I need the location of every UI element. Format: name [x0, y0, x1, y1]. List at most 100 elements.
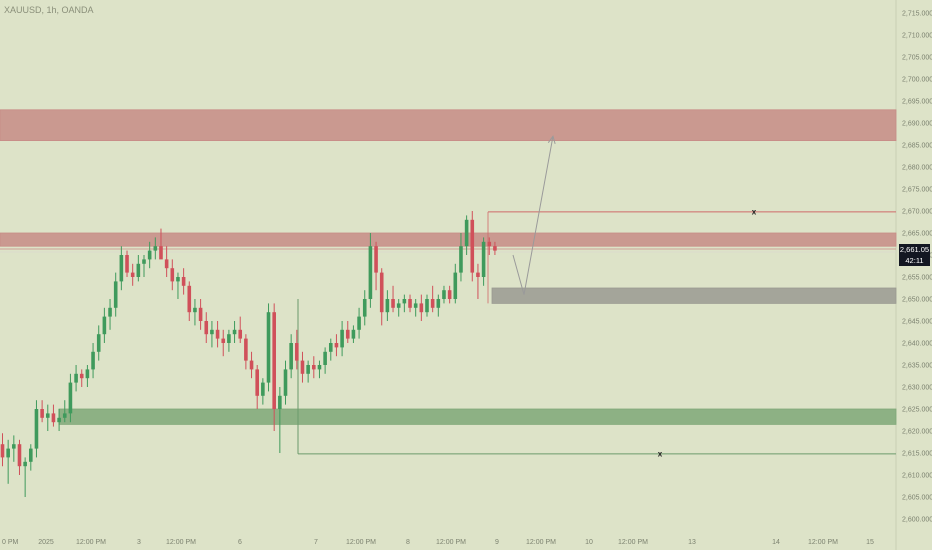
candle-body — [40, 409, 44, 418]
candle-body — [278, 395, 282, 409]
last-price-badge: 2,661.05 42:11 — [899, 244, 930, 266]
candle-body — [312, 365, 316, 370]
candle-body — [119, 255, 124, 282]
x-tick-label: 10 — [585, 539, 593, 546]
candle — [198, 299, 203, 330]
candle — [136, 255, 141, 282]
y-tick-label: 2,630.000 — [902, 385, 932, 392]
candle-body — [476, 272, 480, 277]
candle-body — [391, 299, 395, 308]
candle — [45, 404, 50, 431]
candle-body — [396, 303, 401, 308]
x-tick-label: 12:00 PM — [76, 539, 106, 546]
candle-body — [176, 277, 180, 282]
x-tick-label: 0 PM — [2, 539, 19, 546]
candle-body — [45, 413, 50, 418]
x-tick-label: 7 — [314, 539, 318, 546]
candle-body — [487, 241, 492, 247]
candle — [210, 321, 214, 348]
candle-body — [159, 246, 163, 260]
candle-body — [181, 277, 186, 286]
symbol-title: XAUUSD, 1h, OANDA — [4, 5, 94, 15]
candle — [34, 400, 39, 458]
candle-body — [261, 382, 265, 396]
candle-body — [453, 272, 458, 299]
x-tick-label: 15 — [866, 539, 874, 546]
candle — [6, 439, 10, 484]
candle-body — [402, 299, 407, 304]
candle — [170, 259, 175, 291]
candle-body — [17, 444, 22, 467]
candle — [312, 356, 316, 379]
candle-body — [368, 246, 373, 299]
candle-body — [323, 351, 327, 365]
candle — [102, 307, 107, 343]
candle — [108, 299, 112, 330]
y-tick-label: 2,680.000 — [902, 165, 932, 172]
candle — [62, 400, 67, 423]
candle — [317, 360, 322, 379]
x-tick-label: 3 — [137, 539, 141, 546]
candle — [323, 347, 327, 374]
candle-body — [130, 272, 135, 277]
candle-body — [425, 299, 429, 313]
candle-body — [334, 343, 339, 348]
candle — [396, 299, 401, 317]
candle — [476, 263, 480, 299]
y-tick-label: 2,655.000 — [902, 275, 932, 282]
candle-body — [232, 329, 237, 335]
candle — [278, 387, 282, 453]
candle-body — [164, 259, 169, 269]
candle — [368, 233, 373, 308]
candle-body — [34, 409, 39, 449]
candle — [91, 343, 95, 379]
candle-body — [62, 413, 67, 418]
candle — [493, 241, 497, 255]
candle — [142, 255, 146, 277]
candle-body — [215, 329, 220, 339]
candle — [255, 365, 259, 409]
candle — [328, 338, 333, 361]
candle — [351, 325, 356, 343]
candle-body — [193, 307, 197, 313]
candle-body — [136, 263, 141, 277]
candle-body — [244, 338, 248, 361]
candle — [159, 228, 163, 260]
candle-body — [170, 268, 175, 282]
candle-body — [385, 299, 390, 313]
candle — [57, 409, 61, 431]
candle — [204, 312, 209, 343]
candle-body — [6, 448, 10, 458]
candle — [300, 351, 305, 383]
candle-body — [142, 259, 146, 264]
candle-body — [227, 334, 231, 343]
candle-body — [221, 338, 226, 343]
candle-body — [12, 444, 16, 449]
candle — [459, 233, 463, 282]
candle — [153, 237, 158, 260]
zone-gray-zone — [491, 287, 897, 304]
candle — [85, 365, 90, 387]
candle-body — [493, 246, 497, 251]
last-price-value: 2,661.05 — [899, 245, 930, 254]
candle-body — [300, 360, 305, 374]
candle — [244, 334, 248, 370]
candle — [374, 241, 378, 291]
y-tick-label: 2,685.000 — [902, 143, 932, 150]
y-tick-label: 2,625.000 — [902, 407, 932, 414]
candle-body — [374, 246, 378, 273]
candle — [379, 268, 384, 326]
candle — [340, 321, 344, 357]
candle-body — [68, 382, 73, 414]
x-tick-label: 12:00 PM — [346, 539, 376, 546]
candle — [447, 285, 452, 304]
candle-body — [459, 246, 463, 273]
x-tick-label: 12:00 PM — [166, 539, 196, 546]
candle — [283, 360, 288, 405]
candle-body — [283, 369, 288, 396]
candle-body — [295, 343, 299, 361]
candle-body — [108, 307, 112, 317]
candle — [119, 246, 124, 291]
